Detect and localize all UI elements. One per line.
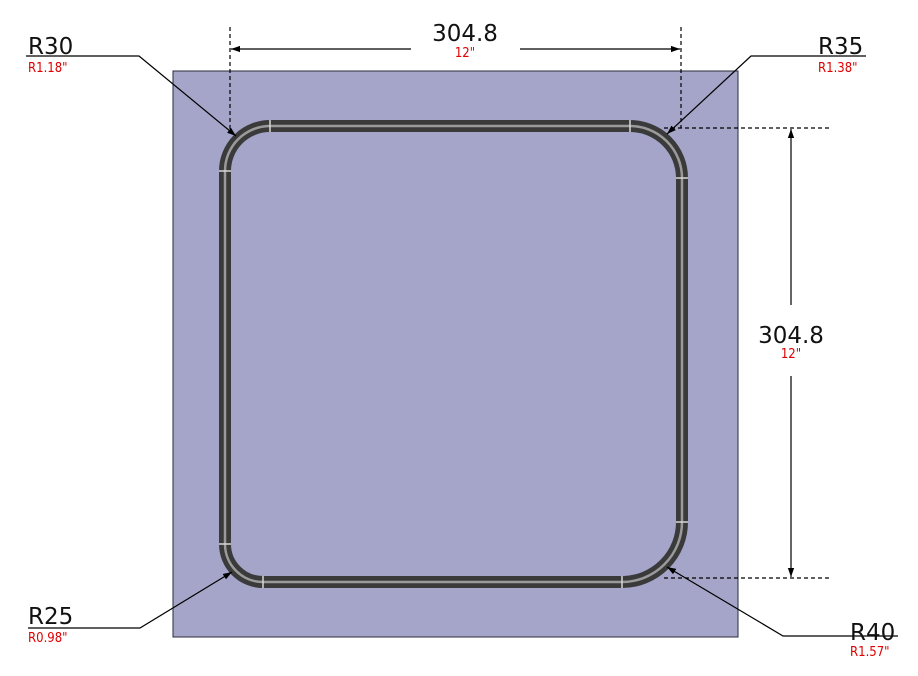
- radius-callout-bottom-left: R25 R0.98": [28, 571, 233, 646]
- height-imperial: 12": [781, 347, 801, 362]
- radius-bottom-right-value: R40: [850, 620, 895, 646]
- tube-joints: [219, 120, 688, 588]
- radius-top-left-value: R30: [28, 34, 73, 60]
- width-dimension: 304.8 12": [229, 21, 682, 132]
- radius-top-left-imperial: R1.18": [28, 61, 68, 76]
- radius-bottom-left-imperial: R0.98": [28, 631, 68, 646]
- base-plate: [172, 70, 739, 638]
- radius-bottom-left-value: R25: [28, 604, 73, 630]
- radius-top-right-value: R35: [818, 34, 863, 60]
- height-dimension: 304.8 12": [664, 127, 830, 579]
- height-value: 304.8: [758, 323, 824, 349]
- radius-callout-bottom-right: R40 R1.57": [666, 566, 898, 660]
- radius-top-right-imperial: R1.38": [818, 61, 858, 76]
- tube-highlight: [223, 124, 684, 584]
- width-value: 304.8: [432, 21, 498, 47]
- width-imperial: 12": [455, 46, 475, 61]
- radius-bottom-right-imperial: R1.57": [850, 645, 890, 660]
- radius-callout-top-left: R30 R1.18": [26, 34, 237, 137]
- radius-callout-top-right: R35 R1.38": [666, 34, 866, 135]
